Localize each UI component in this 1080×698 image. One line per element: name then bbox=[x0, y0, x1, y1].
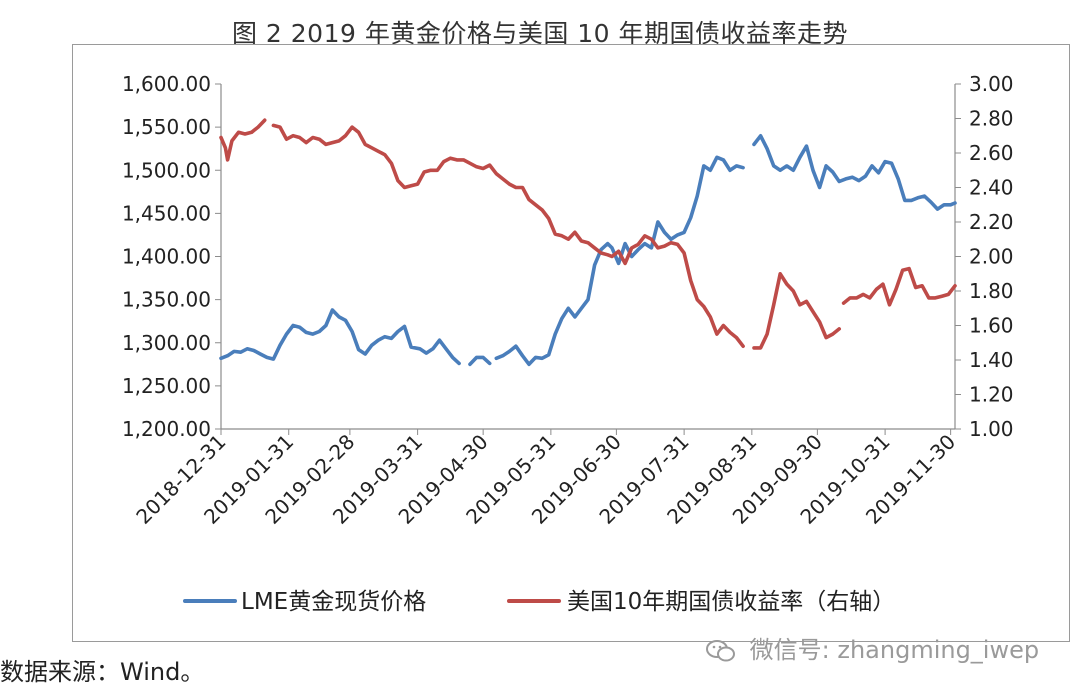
right-tick-label: 1.60 bbox=[969, 314, 1014, 338]
left-tick-label: 1,200.00 bbox=[122, 417, 211, 441]
right-tick-label: 1.80 bbox=[969, 279, 1014, 303]
left-tick-label: 1,250.00 bbox=[122, 374, 211, 398]
source-note: 数据来源：Wind。 bbox=[0, 658, 205, 686]
left-tick-label: 1,600.00 bbox=[122, 72, 211, 96]
left-tick-label: 1,400.00 bbox=[122, 245, 211, 269]
right-tick-label: 2.60 bbox=[969, 141, 1014, 165]
right-tick-label: 2.00 bbox=[969, 245, 1014, 269]
axes-layer: 1,200.00 1,250.00 1,300.00 1,350.00 1,400.00… bbox=[122, 72, 1014, 529]
left-tick-label: 1,300.00 bbox=[122, 331, 211, 355]
watermark: 微信号: zhangming_iwep bbox=[706, 630, 1039, 665]
chart-frame: 1,200.00 1,250.00 1,300.00 1,350.00 1,400.00… bbox=[72, 44, 1070, 642]
legend-label-treasury: 美国10年期国债收益率（右轴） bbox=[567, 589, 895, 615]
legend-layer: LME黄金现货价格 美国10年期国债收益率（右轴） bbox=[183, 589, 895, 615]
series-layer bbox=[219, 118, 957, 367]
left-tick-label: 1,350.00 bbox=[122, 288, 211, 312]
right-tick-label: 1.20 bbox=[969, 383, 1014, 407]
left-tick-label: 1,500.00 bbox=[122, 158, 211, 182]
right-tick-label: 2.80 bbox=[969, 107, 1014, 131]
right-tick-label: 1.40 bbox=[969, 348, 1014, 372]
legend-label-gold: LME黄金现货价格 bbox=[241, 589, 426, 615]
right-tick-label: 3.00 bbox=[969, 72, 1014, 96]
series-line-treasury bbox=[219, 118, 957, 350]
right-tick-label: 1.00 bbox=[969, 417, 1014, 441]
right-tick-label: 2.40 bbox=[969, 176, 1014, 200]
left-tick-label: 1,450.00 bbox=[122, 201, 211, 225]
watermark-text: 微信号: zhangming_iwep bbox=[749, 636, 1040, 664]
right-tick-label: 2.20 bbox=[969, 210, 1014, 234]
series-line-gold bbox=[219, 134, 957, 367]
left-tick-label: 1,550.00 bbox=[122, 115, 211, 139]
chart-svg: 1,200.00 1,250.00 1,300.00 1,350.00 1,400.00… bbox=[122, 72, 1014, 615]
wechat-icon bbox=[706, 640, 735, 662]
figure-title: 图 2 2019 年黄金价格与美国 10 年期国债收益率走势 bbox=[231, 19, 849, 48]
